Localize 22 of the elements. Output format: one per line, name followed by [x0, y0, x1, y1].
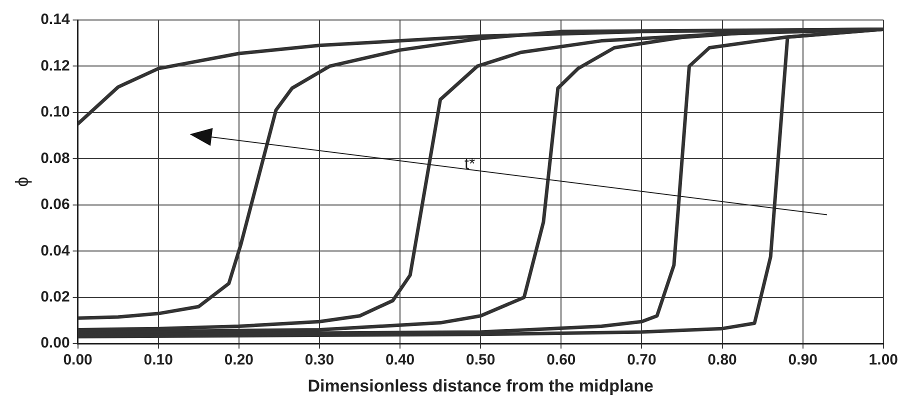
y-axis-title: ϕ — [12, 176, 32, 187]
x-tick-label: 0.50 — [466, 352, 496, 369]
x-tick-label: 0.10 — [144, 352, 173, 369]
y-tick-label: 0.12 — [40, 57, 70, 74]
x-tick-label: 0.00 — [63, 352, 92, 369]
x-tick-label: 1.00 — [868, 352, 898, 369]
x-tick-label: 0.80 — [708, 352, 737, 369]
x-tick-label: 0.40 — [385, 352, 415, 369]
x-axis-title: Dimensionless distance from the midplane — [308, 376, 654, 396]
y-tick-label: 0.14 — [40, 11, 70, 28]
x-tick-label: 0.20 — [224, 352, 254, 369]
y-tick-label: 0.10 — [40, 104, 70, 121]
x-tick-label: 0.70 — [627, 352, 656, 369]
y-tick-label: 0.00 — [40, 334, 70, 352]
y-tick-label: 0.04 — [40, 242, 70, 260]
x-tick-label: 0.60 — [546, 352, 576, 369]
y-tick-label: 0.08 — [40, 150, 70, 167]
y-tick-label: 0.06 — [40, 196, 70, 214]
annotation: t* — [464, 156, 476, 174]
x-tick-label: 0.90 — [788, 352, 818, 369]
x-tick-label: 0.30 — [304, 352, 334, 369]
y-tick-label: 0.02 — [40, 288, 70, 306]
